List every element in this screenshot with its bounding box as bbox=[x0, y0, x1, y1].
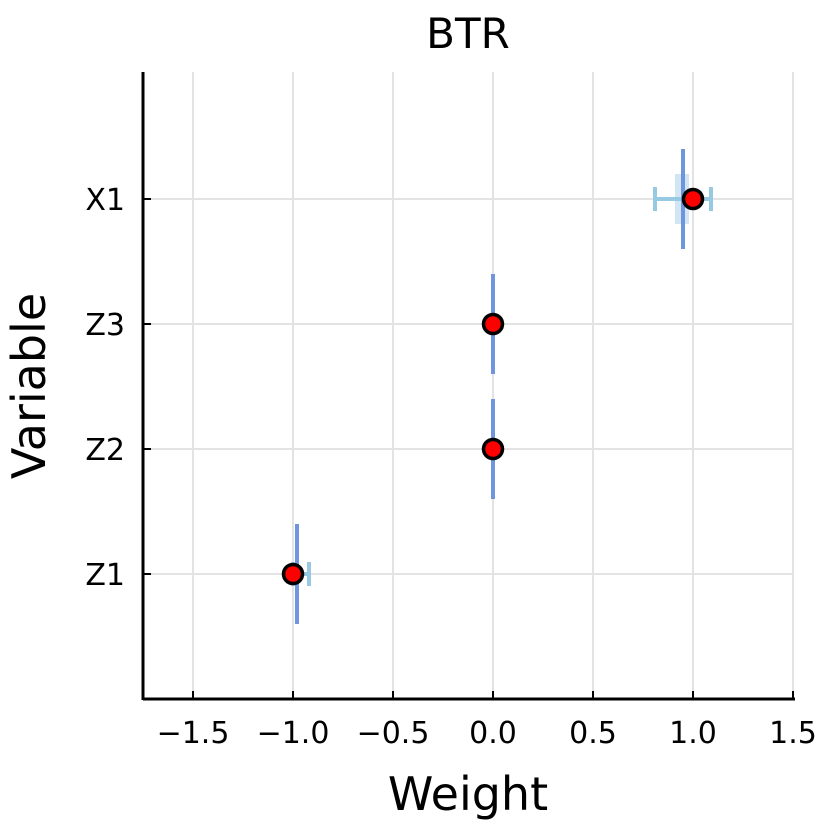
x-ticks: −1.5 −1.0 −0.5 0.0 0.5 1.0 1.5 bbox=[157, 691, 817, 751]
y-tick-label: Z2 bbox=[85, 433, 125, 468]
data-point bbox=[281, 562, 305, 586]
x-tick-label: −0.5 bbox=[357, 716, 430, 751]
grid-lines bbox=[143, 72, 794, 699]
x-axis-label: Weight bbox=[388, 767, 548, 821]
data-point bbox=[481, 437, 505, 461]
x-tick-label: 0.0 bbox=[469, 716, 517, 751]
x-tick-label: −1.0 bbox=[257, 716, 330, 751]
data-point bbox=[681, 187, 705, 211]
y-tick-label: X1 bbox=[85, 183, 125, 218]
chart-title: BTR bbox=[426, 9, 510, 58]
data-point bbox=[481, 312, 505, 336]
y-tick-label: Z3 bbox=[85, 308, 125, 343]
error-bars bbox=[291, 149, 713, 624]
y-tick-label: Z1 bbox=[85, 558, 125, 593]
x-tick-label: 1.5 bbox=[769, 716, 817, 751]
x-tick-label: 0.5 bbox=[569, 716, 617, 751]
data-points bbox=[281, 187, 705, 586]
axes bbox=[141, 72, 795, 701]
y-axis-label: Variable bbox=[2, 293, 56, 479]
x-tick-label: 1.0 bbox=[669, 716, 717, 751]
x-tick-label: −1.5 bbox=[157, 716, 230, 751]
y-ticks: Z1 Z2 Z3 X1 bbox=[85, 183, 151, 593]
